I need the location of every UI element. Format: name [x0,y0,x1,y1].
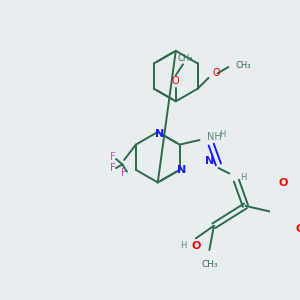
Text: N: N [177,165,186,175]
Text: NH: NH [207,132,221,142]
Text: H: H [219,130,225,139]
Text: CH₃: CH₃ [236,61,251,70]
Text: CH₃: CH₃ [177,53,193,62]
Text: O: O [191,241,200,250]
Text: O: O [213,68,220,78]
Text: O: O [279,178,288,188]
Text: F: F [122,168,127,178]
Text: O: O [296,224,300,234]
Text: O: O [172,76,180,86]
Text: H: H [241,172,247,182]
Text: F: F [110,163,115,173]
Text: N: N [155,129,164,139]
Text: F: F [110,152,115,162]
Text: N: N [205,156,214,166]
Text: CH₃: CH₃ [201,260,218,269]
Text: H: H [181,241,187,250]
